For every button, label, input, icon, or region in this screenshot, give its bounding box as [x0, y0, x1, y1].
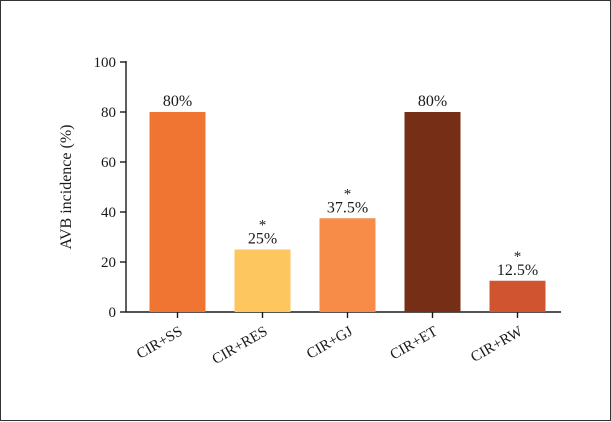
- y-tick-label: 40: [101, 205, 116, 221]
- significance-marker: *: [259, 218, 267, 234]
- data-label: 80%: [163, 93, 192, 110]
- y-tick-label: 0: [109, 305, 117, 321]
- bar: [489, 280, 546, 312]
- y-axis-title: AVB incidence (%): [58, 125, 75, 250]
- y-tick-label: 60: [101, 155, 116, 171]
- data-label: 37.5%: [327, 199, 368, 216]
- x-tick-label: CIR+SS: [134, 324, 185, 363]
- bar: [149, 112, 206, 312]
- bar: [234, 249, 291, 312]
- y-axis-title-group: AVB incidence (%): [58, 125, 75, 250]
- y-tick-label: 80: [101, 105, 116, 121]
- y-tick-label: 100: [94, 55, 117, 71]
- x-tick-label: CIR+GJ: [304, 324, 356, 363]
- x-tick-label: CIR+ET: [388, 324, 441, 364]
- chart-marks: 02040608010080%CIR+SS25%*CIR+RES37.5%*CI…: [94, 55, 561, 368]
- significance-marker: *: [344, 186, 352, 202]
- x-tick-label: CIR+RES: [210, 324, 271, 368]
- data-label: 80%: [418, 93, 447, 110]
- data-label: 25%: [248, 231, 277, 248]
- significance-marker: *: [514, 249, 522, 265]
- bar: [404, 112, 461, 312]
- bar: [319, 218, 376, 312]
- data-label: 12.5%: [497, 262, 538, 279]
- y-tick-label: 20: [101, 255, 116, 271]
- x-tick-label: CIR+RW: [468, 323, 526, 366]
